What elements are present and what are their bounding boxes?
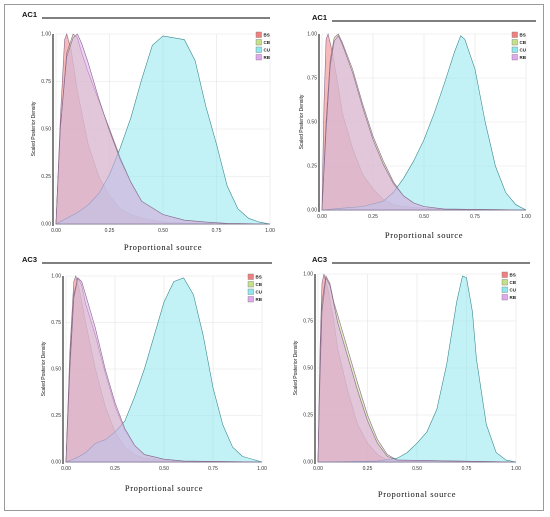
legend-swatch-cu	[511, 46, 518, 53]
x-tick-label: 1.00	[511, 466, 521, 472]
legend-swatch-rb	[247, 296, 254, 303]
density-rb	[317, 276, 517, 463]
x-tick-label: 1.00	[265, 228, 275, 234]
legend-label-rb: RB	[510, 295, 517, 300]
legend-label-rb: RB	[520, 55, 527, 60]
density-cb	[317, 274, 517, 463]
legend-swatch-cb	[501, 279, 508, 286]
legend-label-cu: CU	[264, 48, 271, 53]
panel-2: AC1 0.00 0.25 0.50 0.75 1.00 0.00 0.25 0.50 0.75 1…	[299, 13, 536, 240]
y-tick-label: 1.00	[51, 274, 61, 280]
legend-label-rb: RB	[264, 55, 271, 60]
x-axis-title: Proportional source	[125, 483, 203, 493]
legend-label-cb: CB	[510, 280, 517, 285]
y-tick-label: 0.25	[41, 174, 51, 180]
y-tick-label: 0.00	[307, 208, 317, 214]
y-tick-label: 0.75	[303, 319, 313, 325]
legend-swatch-rb	[255, 54, 262, 61]
x-tick-label: 0.00	[51, 228, 61, 234]
panel-title: AC1	[312, 13, 327, 22]
y-tick-label: 0.25	[51, 413, 61, 419]
x-tick-label: 0.00	[313, 466, 323, 472]
legend-label-rb: RB	[256, 297, 263, 302]
x-tick-label: 0.50	[412, 466, 422, 472]
legend-swatch-cb	[511, 39, 518, 46]
panel-3: AC3 0.00 0.25 0.50 0.75 1.00 0.00 0.25 0.50 0.75 1…	[22, 255, 272, 493]
legend-label-bs: BS	[256, 275, 262, 280]
legend-label-cu: CU	[256, 290, 263, 295]
density-cu	[317, 275, 517, 463]
y-tick-label: 0.00	[41, 222, 51, 228]
legend: BS CB CU RB	[511, 31, 527, 61]
x-tick-label: 1.00	[257, 466, 267, 472]
legend-label-bs: BS	[510, 273, 516, 278]
y-axis-title: Scaled Posterior Density	[293, 340, 299, 395]
y-tick-label: 0.25	[303, 413, 313, 419]
legend-swatch-bs	[247, 273, 254, 280]
x-tick-label: 0.25	[110, 466, 120, 472]
x-tick-label: 0.75	[208, 466, 218, 472]
x-axis-title: Proportional source	[124, 242, 202, 252]
legend-swatch-cu	[255, 46, 262, 53]
density-rb	[65, 277, 263, 463]
y-axis-title: Scaled Posterior Density	[299, 94, 305, 149]
y-tick-label: 0.50	[41, 127, 51, 133]
x-tick-label: 0.25	[368, 214, 378, 220]
x-tick-label: 0.75	[470, 214, 480, 220]
legend-label-bs: BS	[520, 33, 526, 38]
legend-swatch-cb	[255, 39, 262, 46]
legend-label-cb: CB	[264, 40, 271, 45]
y-tick-label: 0.25	[307, 164, 317, 170]
y-tick-label: 0.75	[307, 76, 317, 82]
y-tick-label: 1.00	[303, 272, 313, 278]
y-tick-label: 0.50	[51, 367, 61, 373]
legend-label-cu: CU	[510, 288, 517, 293]
legend-swatch-rb	[501, 294, 508, 301]
panel-title: AC1	[22, 10, 37, 19]
y-axis-title: Scaled Posterior Density	[31, 101, 37, 156]
y-axis-title: Scaled Posterior Density	[41, 341, 47, 396]
legend-swatch-bs	[255, 31, 262, 38]
x-tick-label: 0.50	[158, 228, 168, 234]
x-tick-label: 0.25	[105, 228, 115, 234]
legend-swatch-cb	[247, 281, 254, 288]
panel-title: AC3	[312, 255, 327, 264]
x-tick-label: 0.50	[419, 214, 429, 220]
legend-swatch-rb	[511, 54, 518, 61]
legend-label-bs: BS	[264, 33, 270, 38]
legend-swatch-bs	[501, 271, 508, 278]
y-tick-label: 0.50	[307, 120, 317, 126]
legend-label-cb: CB	[256, 282, 263, 287]
x-tick-label: 0.00	[317, 214, 327, 220]
y-tick-label: 0.75	[41, 79, 51, 85]
x-tick-label: 0.00	[61, 466, 71, 472]
legend-swatch-bs	[511, 31, 518, 38]
legend-label-cb: CB	[520, 40, 527, 45]
x-axis-title: Proportional source	[378, 489, 456, 499]
x-tick-label: 0.75	[462, 466, 472, 472]
density-rb	[321, 35, 527, 211]
legend: BS CB CU RB	[501, 271, 517, 301]
x-tick-label: 0.50	[159, 466, 169, 472]
x-tick-label: 1.00	[521, 214, 531, 220]
x-tick-label: 0.75	[212, 228, 222, 234]
legend: BS CB CU RB	[247, 273, 263, 303]
panel-title: AC3	[22, 255, 37, 264]
panel-4: AC3 0.00 0.25 0.50 0.75 1.00 0.00 0.25 0.50 0.75 1…	[293, 255, 530, 499]
y-tick-label: 0.50	[303, 366, 313, 372]
x-tick-label: 0.25	[363, 466, 373, 472]
legend: BS CB CU RB	[255, 31, 271, 61]
x-axis-title: Proportional source	[385, 230, 463, 240]
y-tick-label: 0.00	[303, 460, 313, 466]
y-tick-label: 1.00	[41, 32, 51, 38]
density-rb	[55, 33, 271, 225]
legend-label-cu: CU	[520, 48, 527, 53]
panel-1: AC1 0.00 0.25 0.50 0.75 1.00 0.00 0.25 0.50 0.75 1…	[22, 10, 275, 252]
y-tick-label: 0.00	[51, 460, 61, 466]
legend-swatch-cu	[501, 286, 508, 293]
legend-swatch-cu	[247, 288, 254, 295]
y-tick-label: 1.00	[307, 32, 317, 38]
y-tick-label: 0.75	[51, 320, 61, 326]
